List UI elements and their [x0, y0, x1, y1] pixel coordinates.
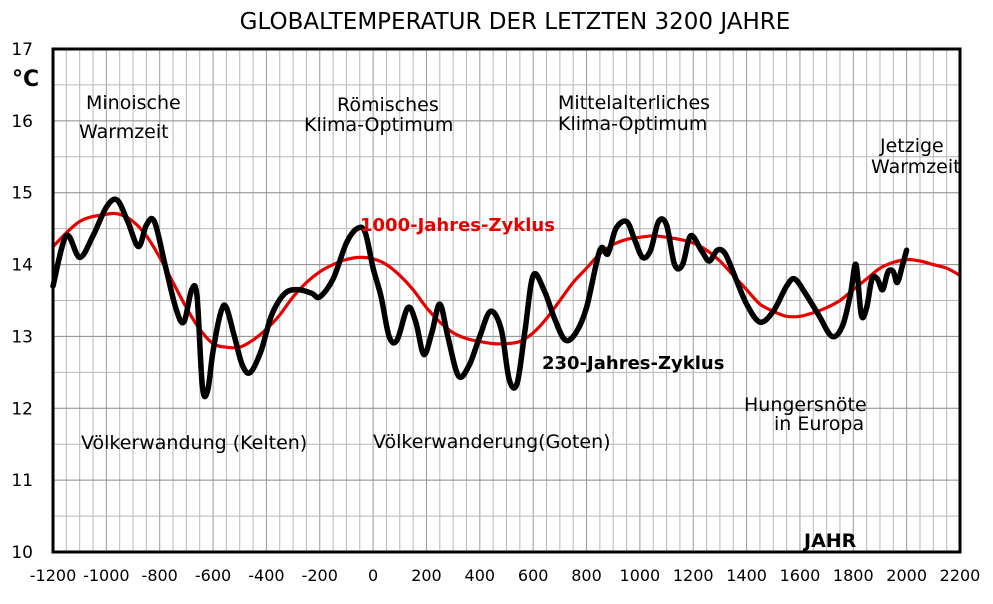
series-line-230-year-cycle — [50, 196, 910, 400]
plot-area — [50, 47, 962, 554]
x-axis-label: JAHR — [802, 530, 857, 552]
x-tick-label: 2000 — [886, 566, 927, 585]
annotation-migration-celts: Völkerwandung (Kelten) — [81, 432, 307, 454]
x-tick-label: 1400 — [726, 566, 767, 585]
x-tick-label: -800 — [142, 566, 178, 585]
y-tick-label: 17 — [11, 40, 33, 60]
y-tick-label: 10 — [11, 543, 33, 563]
series-1000-year-cycle — [51, 211, 962, 350]
x-tick-label: -1200 — [30, 566, 77, 585]
legend-label-230-year-cycle: 230-Jahres-Zyklus — [542, 353, 724, 374]
x-tick-label: 600 — [518, 566, 549, 585]
annotation-famine-line1: Hungersnöte — [744, 394, 867, 416]
plot-frame — [51, 47, 962, 554]
x-tick-label: -200 — [302, 566, 338, 585]
x-tick-label: 0 — [368, 566, 378, 585]
x-tick-label: 400 — [465, 566, 496, 585]
x-tick-label: 800 — [571, 566, 602, 585]
annotation-current-line2: Warmzeit — [871, 156, 961, 178]
y-axis-unit-label: °C — [12, 67, 39, 92]
chart-title: GLOBALTEMPERATUR DER LETZTEN 3200 JAHRE — [240, 9, 791, 35]
annotation-minoan-line1: Minoische — [86, 92, 181, 114]
annotation-roman-line1: Römisches — [337, 94, 439, 116]
y-tick-label: 12 — [11, 399, 33, 419]
x-tick-label: -400 — [248, 566, 284, 585]
legend-label-1000-year-cycle: 1000-Jahres-Zyklus — [360, 215, 555, 236]
annotation-roman-line2: Klima-Optimum — [304, 114, 453, 136]
series-line-1000-year-cycle — [51, 211, 962, 350]
annotation-famine-line2: in Europa — [774, 413, 864, 435]
x-tick-label: 1000 — [620, 566, 661, 585]
annotation-medieval-line1: Mittelalterliches — [558, 92, 710, 114]
annotation-current-line1: Jetzige — [879, 135, 944, 157]
x-axis-ticks: -1200 -1000 -800 -600 -400 -200 0 200 400 600 800 1… — [30, 566, 981, 585]
series-230-year-cycle — [50, 196, 910, 400]
y-tick-label: 15 — [11, 184, 33, 204]
x-tick-label: -1000 — [83, 566, 130, 585]
x-tick-label: 1200 — [673, 566, 714, 585]
x-tick-label: 1800 — [833, 566, 874, 585]
y-axis-ticks: 10 11 12 13 14 15 16 17 — [11, 40, 33, 563]
x-tick-label: 1600 — [780, 566, 821, 585]
annotation-migration-goths: Völkerwanderung(Goten) — [373, 431, 611, 453]
y-tick-label: 11 — [11, 471, 33, 491]
y-tick-label: 16 — [11, 112, 33, 132]
y-tick-label: 14 — [11, 256, 33, 276]
x-tick-label: 200 — [411, 566, 442, 585]
annotation-medieval-line2: Klima-Optimum — [558, 113, 707, 135]
x-tick-label: 2200 — [940, 566, 981, 585]
x-tick-label: -600 — [195, 566, 231, 585]
y-tick-label: 13 — [11, 327, 33, 347]
annotation-minoan-line2: Warmzeit — [79, 121, 169, 143]
